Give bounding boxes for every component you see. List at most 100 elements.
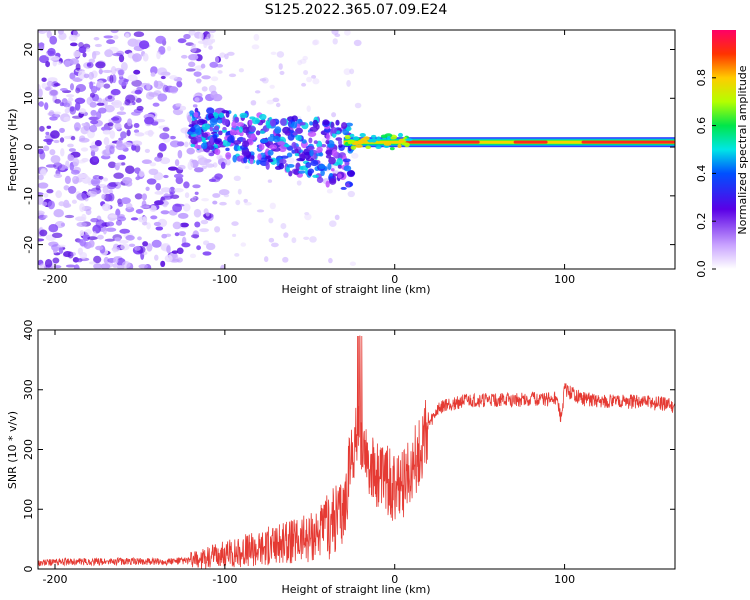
heatmap-cell <box>120 131 127 139</box>
heatmap-cell <box>214 226 221 233</box>
heatmap-cell <box>376 136 381 142</box>
heatmap-cell <box>72 175 80 185</box>
heatmap-cell <box>251 117 261 125</box>
heatmap-cell <box>142 53 149 62</box>
heatmap-cell <box>102 69 113 73</box>
heatmap-cell <box>94 139 102 147</box>
heatmap-cell <box>327 162 332 171</box>
heatmap-cell <box>238 126 243 133</box>
heatmap-cell <box>188 61 196 68</box>
heatmap-cell <box>79 251 88 260</box>
heatmap-cell <box>294 152 300 157</box>
heatmap-cell <box>248 119 253 126</box>
heatmap-cell <box>93 36 100 41</box>
heatmap-cell <box>224 53 229 60</box>
heatmap-cell <box>296 180 302 186</box>
heatmap-cell <box>267 158 274 163</box>
heatmap-cell <box>250 133 257 141</box>
heatmap-cell <box>60 87 68 92</box>
heatmap-cell <box>345 122 353 127</box>
heatmap-cell <box>38 148 44 155</box>
heatmap-cell <box>50 130 60 139</box>
snr-y-ticks: 0 100 200 300 400 <box>22 320 675 573</box>
heatmap-cell <box>307 131 317 137</box>
heatmap-layer <box>38 30 675 269</box>
heatmap-cell <box>375 145 382 150</box>
snr-x-label: Height of straight line (km) <box>281 583 430 596</box>
heatmap-cell <box>60 148 65 157</box>
heatmap-cell <box>110 66 117 75</box>
heatmap-cell <box>274 126 282 134</box>
heatmap-cell <box>203 41 208 49</box>
heatmap-cell <box>182 203 191 212</box>
heatmap-cell <box>291 237 297 244</box>
heatmap-cell <box>334 214 340 221</box>
heatmap-cell <box>229 129 236 136</box>
heatmap-cell <box>232 233 237 238</box>
spectrogram-frame <box>37 29 676 270</box>
heatmap-cell <box>206 33 214 40</box>
heatmap-cell <box>73 264 80 269</box>
heatmap-cell <box>158 142 167 152</box>
heatmap-cell <box>133 69 141 75</box>
heatmap-cell <box>309 126 318 133</box>
heatmap-cell <box>291 141 297 149</box>
heatmap-cell <box>256 209 265 213</box>
heatmap-cell <box>51 232 63 239</box>
heatmap-cell <box>219 201 227 206</box>
heatmap-cell <box>283 232 289 238</box>
spectrogram-y-tick-label: 0 <box>22 144 35 151</box>
heatmap-cell <box>106 183 117 190</box>
heatmap-cell <box>312 39 318 46</box>
heatmap-cell <box>303 69 309 76</box>
heatmap-cell <box>241 151 250 156</box>
heatmap-cell <box>341 122 348 130</box>
heatmap-cell <box>188 30 196 36</box>
heatmap-cell <box>76 258 83 263</box>
heatmap-cell <box>53 162 63 170</box>
heatmap-cell <box>102 129 111 135</box>
heatmap-cell <box>270 51 277 55</box>
heatmap-cell <box>205 163 215 168</box>
heatmap-cell <box>94 43 102 48</box>
signal-hot-segment <box>513 140 548 144</box>
heatmap-cell <box>360 137 367 143</box>
heatmap-cell <box>335 130 341 134</box>
colorbar-tick-label: 0.4 <box>695 165 708 183</box>
heatmap-cell <box>146 243 153 252</box>
heatmap-cell <box>38 88 43 98</box>
heatmap-cell <box>82 52 87 58</box>
heatmap-cell <box>302 55 308 61</box>
heatmap-cell <box>114 237 122 242</box>
heatmap-cell <box>354 102 362 109</box>
heatmap-cell <box>223 193 230 198</box>
heatmap-cell <box>189 126 196 133</box>
heatmap-cell <box>271 242 279 248</box>
heatmap-cell <box>150 66 158 75</box>
heatmap-cell <box>299 166 304 170</box>
heatmap-cell <box>48 89 59 97</box>
heatmap-cell <box>220 264 226 269</box>
heatmap-cell <box>75 216 86 222</box>
heatmap-cell <box>198 32 204 41</box>
heatmap-cell <box>138 264 149 269</box>
heatmap-cell <box>177 164 186 170</box>
heatmap-cell <box>297 59 303 66</box>
heatmap-cell <box>193 167 204 173</box>
heatmap-cell <box>86 190 98 197</box>
heatmap-cell <box>85 47 91 53</box>
heatmap-cell <box>46 80 54 87</box>
heatmap-cell <box>177 149 183 159</box>
heatmap-cell <box>283 144 290 148</box>
heatmap-cell <box>192 104 198 108</box>
heatmap-cell <box>280 223 287 230</box>
spectrogram-y-ticks: -20 -10 0 10 20 <box>22 43 675 254</box>
snr-panel: -200 -100 0 100 0 100 200 300 400 Height of str… <box>6 320 676 596</box>
heatmap-cell <box>136 105 144 111</box>
heatmap-cell <box>234 253 240 257</box>
heatmap-cell <box>148 92 159 98</box>
heatmap-cell <box>328 257 333 264</box>
heatmap-cell <box>173 187 184 193</box>
heatmap-cell <box>186 147 195 155</box>
colorbar-tick-label: 0.8 <box>695 69 708 87</box>
